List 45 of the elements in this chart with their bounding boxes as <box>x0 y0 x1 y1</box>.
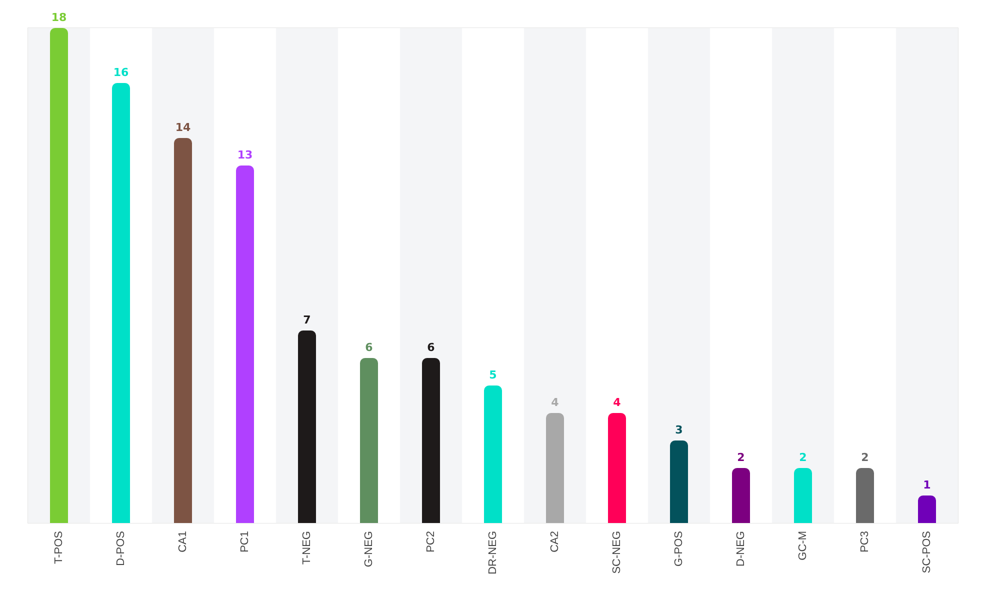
data-label: 2 <box>799 451 807 464</box>
bar <box>670 440 688 523</box>
data-label: 4 <box>613 396 622 409</box>
data-label: 13 <box>237 148 253 162</box>
x-tick-label: PC2 <box>425 531 437 552</box>
data-label: 6 <box>365 341 374 354</box>
data-label: 14 <box>175 121 191 134</box>
x-tick-label: PC3 <box>859 531 871 552</box>
bar <box>608 413 626 523</box>
x-tick-label: G-POS <box>673 531 685 566</box>
data-label: 18 <box>51 11 67 24</box>
bar <box>856 468 874 523</box>
x-tick-label: GC-M <box>797 531 809 560</box>
x-tick-label: D-NEG <box>735 531 747 566</box>
bar <box>732 468 750 523</box>
bar <box>794 468 812 523</box>
x-tick-label: CA2 <box>549 531 561 552</box>
x-tick-label: PC1 <box>239 531 251 552</box>
data-label: 5 <box>489 368 497 382</box>
bar <box>112 83 130 523</box>
x-tick-label: D-POS <box>115 531 127 566</box>
data-label: 16 <box>113 66 129 79</box>
x-tick-label: SC-NEG <box>611 531 623 574</box>
x-tick-label: G-NEG <box>363 531 375 568</box>
bar <box>484 386 502 523</box>
x-tick-label: CA1 <box>177 531 189 552</box>
data-label: 2 <box>861 451 869 464</box>
bar <box>50 28 68 523</box>
bar <box>174 138 192 523</box>
bar <box>236 166 254 523</box>
bar <box>360 358 378 523</box>
data-label: 3 <box>675 424 683 436</box>
bar <box>298 330 316 523</box>
x-tick-label: T-NEG <box>301 531 313 565</box>
x-tick-label: DR-NEG <box>487 531 499 574</box>
data-label: 2 <box>737 451 745 464</box>
data-label: 6 <box>427 341 436 354</box>
data-label: 4 <box>551 396 560 409</box>
bar <box>546 413 564 523</box>
data-label: 7 <box>303 314 311 326</box>
x-tick-label: SC-POS <box>921 531 933 574</box>
data-label: 1 <box>923 478 931 492</box>
bar <box>918 496 936 523</box>
bar <box>422 358 440 523</box>
x-tick-label: T-POS <box>53 531 65 564</box>
